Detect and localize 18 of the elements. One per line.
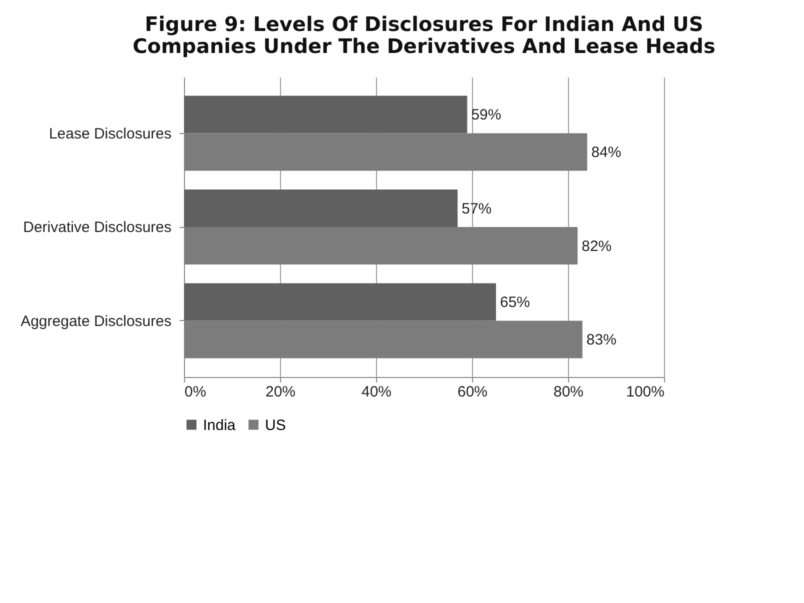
data-label: 83% bbox=[586, 332, 616, 348]
x-tick-label: 60% bbox=[457, 384, 488, 400]
data-label: 82% bbox=[582, 238, 612, 255]
y-tick-label: Lease Disclosures bbox=[48, 125, 172, 142]
data-label: 65% bbox=[500, 294, 530, 311]
data-label: 57% bbox=[462, 200, 492, 218]
chart-title: Figure 9: Levels Of Disclosures For Indian And US Companies Under The Derivatives And Lease Heads bbox=[132, 12, 716, 58]
legend-label: India bbox=[203, 416, 236, 434]
x-tick-label: 80% bbox=[553, 384, 584, 400]
data-label: 84% bbox=[591, 144, 622, 161]
data-label: 59% bbox=[471, 106, 502, 124]
x-tick-label: 20% bbox=[265, 384, 296, 400]
x-tick-label: 40% bbox=[361, 384, 392, 400]
x-tick-label: 0% bbox=[184, 384, 206, 400]
x-tick-label: 100% bbox=[626, 384, 664, 400]
y-tick-label: Aggregate Disclosures bbox=[20, 312, 172, 330]
y-tick-label: Derivative Disclosures bbox=[23, 219, 172, 236]
legend-label: US bbox=[265, 416, 286, 434]
